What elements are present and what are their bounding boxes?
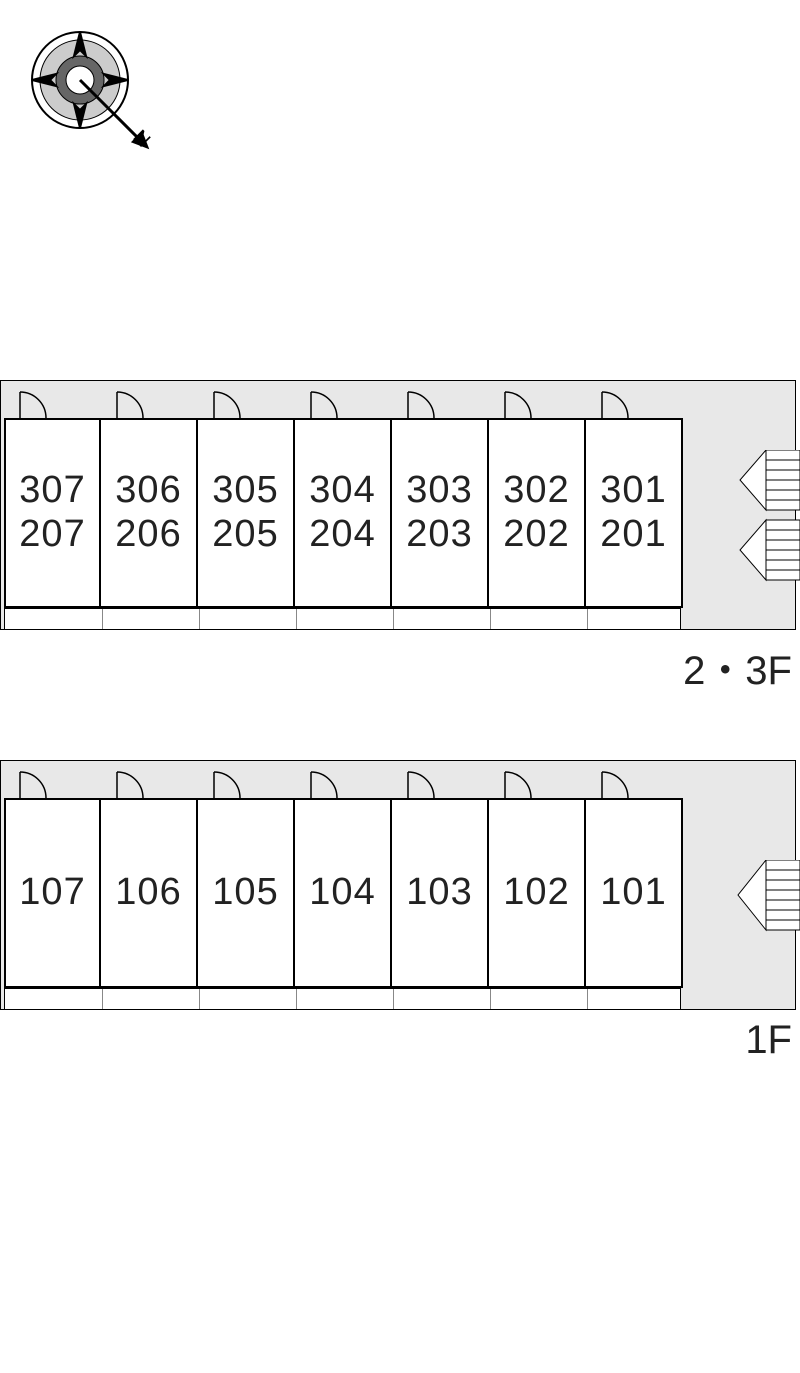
unit-label: 302 bbox=[503, 469, 569, 513]
unit-cell: 102 bbox=[489, 798, 586, 988]
unit-cell: 103 bbox=[392, 798, 489, 988]
door-icon bbox=[20, 772, 46, 798]
unit-cell: 306 206 bbox=[101, 418, 198, 608]
unit-label: 201 bbox=[600, 513, 666, 557]
unit-label: 103 bbox=[406, 871, 472, 915]
unit-label: 202 bbox=[503, 513, 569, 557]
unit-label: 206 bbox=[115, 513, 181, 557]
door-icon bbox=[214, 392, 240, 418]
units-row-upper: 307 207 306 206 305 205 304 204 303 203 … bbox=[4, 418, 683, 608]
door-icon bbox=[117, 772, 143, 798]
unit-label: 106 bbox=[115, 871, 181, 915]
door-icon bbox=[20, 392, 46, 418]
unit-cell: 101 bbox=[586, 798, 683, 988]
door-icon bbox=[408, 392, 434, 418]
unit-label: 204 bbox=[309, 513, 375, 557]
unit-cell: 303 203 bbox=[392, 418, 489, 608]
unit-label: 301 bbox=[600, 469, 666, 513]
unit-cell: 107 bbox=[4, 798, 101, 988]
unit-label: 304 bbox=[309, 469, 375, 513]
unit-label: 203 bbox=[406, 513, 472, 557]
floor-label-lower: 1F bbox=[745, 1018, 792, 1063]
unit-label: 306 bbox=[115, 469, 181, 513]
unit-label: 205 bbox=[212, 513, 278, 557]
balcony-strip bbox=[4, 608, 681, 630]
door-icon bbox=[311, 772, 337, 798]
door-icon bbox=[602, 392, 628, 418]
floorplan-upper: 307 207 306 206 305 205 304 204 303 203 … bbox=[0, 380, 800, 660]
door-icon bbox=[505, 392, 531, 418]
unit-label: 107 bbox=[19, 871, 85, 915]
unit-label: 104 bbox=[309, 871, 375, 915]
unit-label: 303 bbox=[406, 469, 472, 513]
compass-icon: N bbox=[20, 20, 180, 185]
unit-label: 207 bbox=[19, 513, 85, 557]
door-icon bbox=[117, 392, 143, 418]
stairs-icon bbox=[720, 450, 800, 590]
unit-label: 105 bbox=[212, 871, 278, 915]
unit-cell: 105 bbox=[198, 798, 295, 988]
unit-label: 307 bbox=[19, 469, 85, 513]
door-icon bbox=[214, 772, 240, 798]
door-icon bbox=[408, 772, 434, 798]
balcony-strip bbox=[4, 988, 681, 1010]
unit-cell: 307 207 bbox=[4, 418, 101, 608]
door-icon bbox=[602, 772, 628, 798]
units-row-lower: 107 106 105 104 103 102 101 bbox=[4, 798, 683, 988]
unit-cell: 304 204 bbox=[295, 418, 392, 608]
unit-cell: 106 bbox=[101, 798, 198, 988]
unit-label: 102 bbox=[503, 871, 569, 915]
stairs-icon bbox=[720, 860, 800, 940]
unit-cell: 302 202 bbox=[489, 418, 586, 608]
unit-label: 305 bbox=[212, 469, 278, 513]
floorplan-lower: 107 106 105 104 103 102 101 bbox=[0, 760, 800, 1040]
unit-cell: 305 205 bbox=[198, 418, 295, 608]
door-icon bbox=[311, 392, 337, 418]
unit-cell: 301 201 bbox=[586, 418, 683, 608]
floor-label-upper: 2・3F bbox=[683, 638, 792, 696]
door-icon bbox=[505, 772, 531, 798]
unit-label: 101 bbox=[600, 871, 666, 915]
unit-cell: 104 bbox=[295, 798, 392, 988]
compass-label: N bbox=[128, 126, 154, 152]
